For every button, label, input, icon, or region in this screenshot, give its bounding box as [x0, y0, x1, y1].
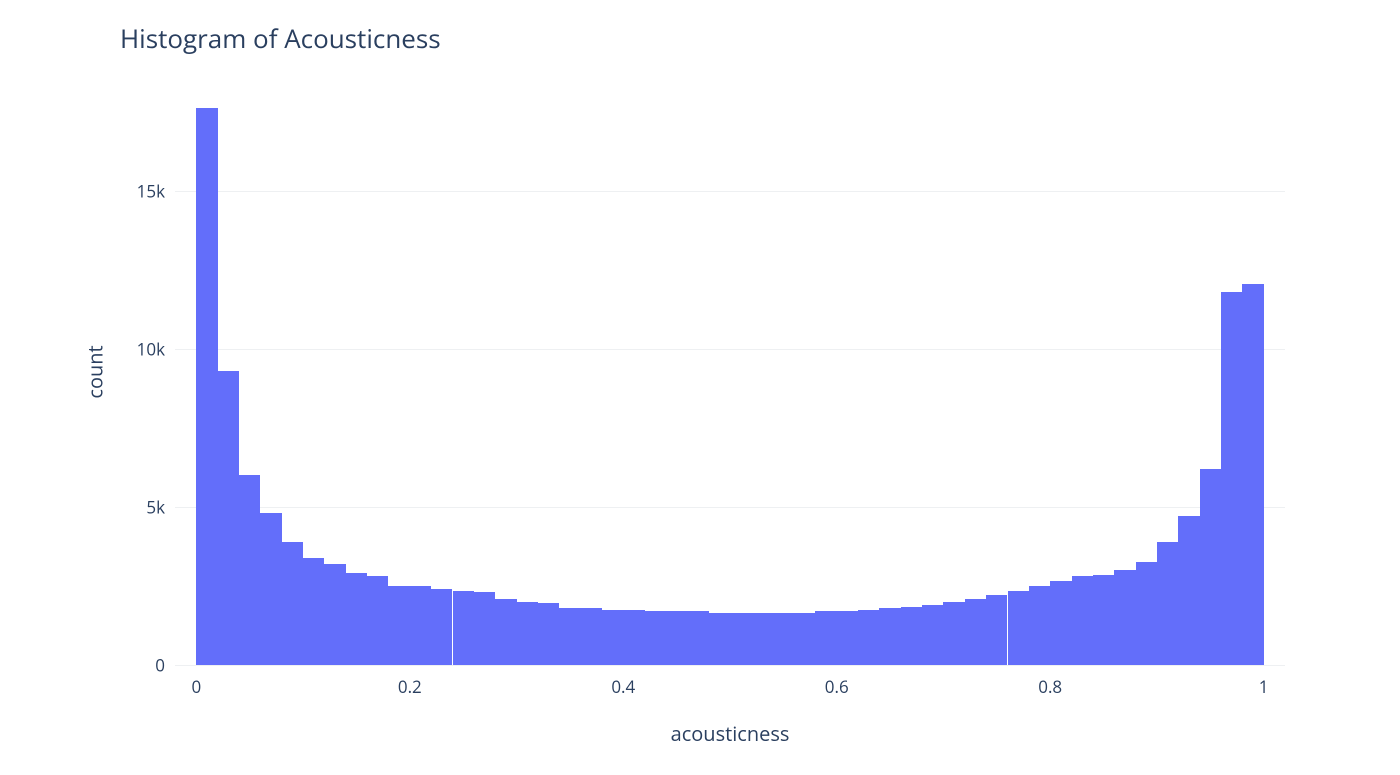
y-tick-label: 10k [137, 337, 165, 360]
histogram-bar [943, 602, 964, 665]
histogram-bar [495, 599, 516, 665]
y-tick-label: 0 [155, 654, 165, 677]
histogram-bar [453, 591, 474, 665]
histogram-bar [282, 542, 303, 665]
histogram-bar [410, 586, 431, 665]
x-tick-label: 1 [1259, 675, 1269, 698]
histogram-bar [431, 589, 452, 665]
histogram-bar [388, 586, 409, 665]
y-tick-label: 5k [146, 495, 165, 518]
gridline [175, 665, 1285, 666]
histogram-bar [239, 475, 260, 665]
histogram-bar [538, 603, 559, 665]
histogram-bar [346, 573, 367, 665]
histogram-bar [1050, 581, 1071, 665]
plot-area [175, 80, 1285, 665]
histogram-bar [260, 513, 281, 665]
bars-layer [175, 80, 1285, 665]
histogram-bar [474, 592, 495, 665]
histogram-bar [1157, 542, 1178, 665]
histogram-bar [1072, 576, 1093, 665]
x-tick-label: 0.8 [1038, 675, 1062, 698]
histogram-bar [879, 608, 900, 665]
histogram-bar [815, 611, 836, 665]
histogram-bar [623, 610, 644, 665]
x-tick-label: 0.2 [398, 675, 422, 698]
chart-title: Histogram of Acousticness [120, 20, 441, 56]
histogram-bar [773, 613, 794, 665]
histogram-bar [559, 608, 580, 665]
x-axis-label: acousticness [671, 720, 790, 747]
histogram-bar [751, 613, 772, 665]
histogram-bar [922, 605, 943, 665]
histogram-bar [709, 613, 730, 665]
histogram-bar [986, 595, 1007, 665]
histogram-bar [965, 599, 986, 665]
histogram-bar [858, 610, 879, 665]
histogram-bar [730, 613, 751, 665]
histogram-bar [1200, 469, 1221, 665]
x-tick-label: 0.6 [825, 675, 849, 698]
y-axis-label: count [82, 345, 109, 398]
histogram-bar [196, 108, 217, 665]
histogram-bar [666, 611, 687, 665]
histogram-bar [687, 611, 708, 665]
histogram-bar [581, 608, 602, 665]
histogram-bar [517, 602, 538, 665]
x-tick-label: 0 [191, 675, 201, 698]
histogram-bar [1008, 591, 1029, 665]
histogram-bar [645, 611, 666, 665]
histogram-bar [1029, 586, 1050, 665]
histogram-bar [837, 611, 858, 665]
x-tick-label: 0.4 [611, 675, 635, 698]
histogram-bar [1136, 562, 1157, 665]
histogram-bar [218, 371, 239, 665]
histogram-bar [1093, 575, 1114, 665]
histogram-bar [324, 564, 345, 665]
histogram-bar [1178, 516, 1199, 665]
histogram-bar [1114, 570, 1135, 665]
histogram-bar [303, 558, 324, 666]
histogram-bar [602, 610, 623, 665]
histogram-bar [901, 607, 922, 666]
histogram-bar [794, 613, 815, 665]
histogram-bar [1221, 292, 1242, 665]
histogram-bar [367, 576, 388, 665]
histogram-bar [1242, 284, 1263, 665]
chart-container: Histogram of Acousticness count acoustic… [0, 0, 1400, 775]
y-tick-label: 15k [137, 179, 165, 202]
